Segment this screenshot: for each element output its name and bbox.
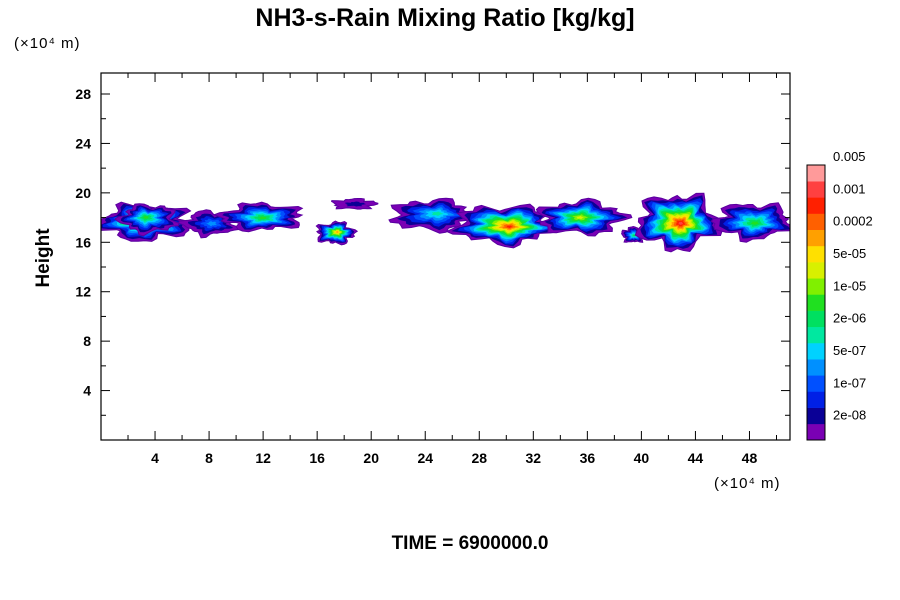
contour-region <box>142 215 149 219</box>
y-axis-label: Height <box>33 228 54 288</box>
colorbar-swatch <box>807 326 825 344</box>
x-tick-label: 8 <box>205 450 213 466</box>
colorbar-swatch <box>807 245 825 263</box>
colorbar-swatch <box>807 407 825 425</box>
colorbar-swatch <box>807 391 825 408</box>
colorbar-swatch <box>807 213 825 231</box>
y-tick-label: 16 <box>75 234 91 250</box>
colorbar-swatch <box>807 262 825 279</box>
x-tick-label: 32 <box>526 450 542 466</box>
y-unit-label: (×10⁴ m) <box>14 35 81 52</box>
colorbar-swatch <box>807 342 825 360</box>
colorbar-frame <box>806 164 826 441</box>
contour-region <box>576 216 584 219</box>
contour-region <box>336 231 339 233</box>
colorbar-swatch <box>807 229 825 247</box>
colorbar-label: 2e-08 <box>833 408 866 423</box>
colorbar-swatch <box>807 294 825 311</box>
colorbar-label: 2e-06 <box>833 311 866 326</box>
contour-region <box>431 211 443 216</box>
colorbar-label: 1e-05 <box>833 278 866 293</box>
colorbar-label: 1e-07 <box>833 375 866 390</box>
contour-region <box>750 221 759 225</box>
colorbar-label: 0.0002 <box>833 214 873 229</box>
plot-frame <box>100 72 791 441</box>
x-tick-label: 36 <box>580 450 596 466</box>
x-tick-label: 4 <box>151 450 159 466</box>
x-unit-label: (×10⁴ m) <box>714 475 781 492</box>
x-tick-label: 12 <box>255 450 271 466</box>
y-tick-label: 24 <box>75 135 91 151</box>
y-tick-label: 28 <box>75 86 91 102</box>
y-tick-label: 8 <box>83 333 91 349</box>
colorbar-label: 5e-07 <box>833 343 866 358</box>
x-tick-label: 24 <box>417 450 433 466</box>
x-tick-label: 48 <box>742 450 758 466</box>
time-label: TIME = 6900000.0 <box>392 533 549 554</box>
contour-region <box>678 221 683 225</box>
colorbar-label: 0.005 <box>833 149 866 164</box>
plot-data <box>101 192 790 253</box>
x-tick-label: 20 <box>363 450 379 466</box>
colorbar-swatch <box>807 423 825 441</box>
colorbar-swatch <box>807 181 825 198</box>
chart-title: NH3-s-Rain Mixing Ratio [kg/kg] <box>255 4 634 32</box>
contour-region <box>258 216 267 220</box>
colorbar-swatch <box>807 375 825 392</box>
colorbar-label: 0.001 <box>833 181 866 196</box>
colorbar-swatch <box>807 310 825 328</box>
contour-region <box>505 225 513 228</box>
colorbar-swatch <box>807 197 825 214</box>
y-tick-label: 12 <box>75 284 91 300</box>
x-tick-label: 40 <box>634 450 650 466</box>
colorbar-label: 5e-05 <box>833 246 866 261</box>
colorbar-swatch <box>807 278 825 295</box>
y-tick-label: 4 <box>83 383 91 399</box>
contour-region <box>632 234 636 237</box>
x-axis: 4 8 12 16 20 24 28 32 36 40 44 48 <box>127 73 777 466</box>
x-tick-label: 44 <box>688 450 704 466</box>
contour-region <box>345 201 366 207</box>
x-tick-label: 28 <box>471 450 487 466</box>
colorbar-swatch <box>807 165 825 182</box>
x-tick-label: 16 <box>309 450 325 466</box>
colorbar-swatch <box>807 359 825 376</box>
y-axis: 4 8 12 16 20 24 28 <box>75 86 790 416</box>
contour-region <box>206 221 217 227</box>
colorbar: 2e-08 1e-07 5e-07 2e-06 1e-05 5e-05 0.0002 0.00… <box>806 149 873 441</box>
y-tick-label: 20 <box>75 185 91 201</box>
